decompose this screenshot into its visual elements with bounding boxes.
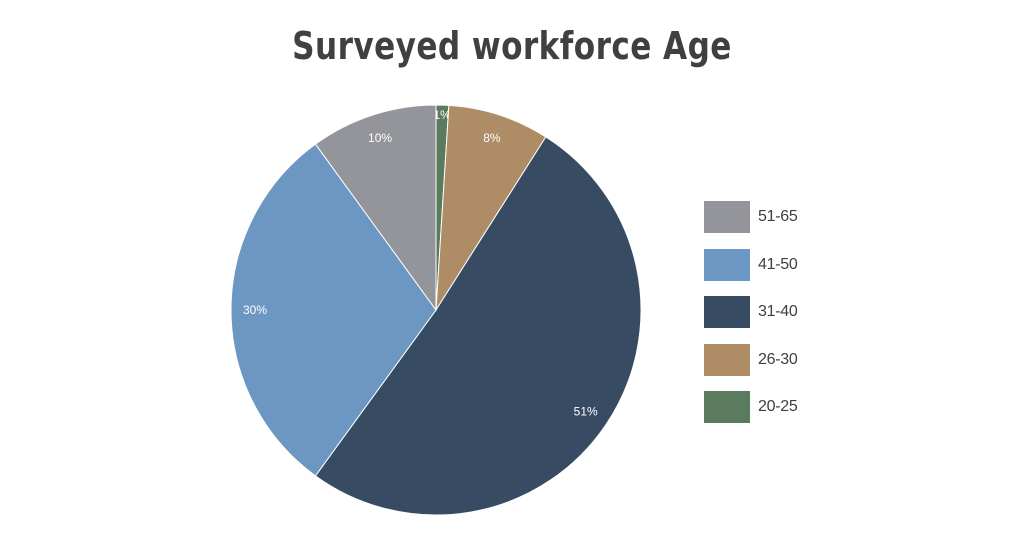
legend-label-26-30: 26-30 (758, 350, 798, 368)
legend-swatch-41-50 (704, 248, 750, 281)
pie-slice-31-40 (314, 136, 642, 516)
data-label-20-25: 1% (433, 108, 451, 122)
legend-swatch-31-40 (704, 296, 750, 328)
pie-slice-51-65 (314, 104, 437, 312)
pie-slice-41-50 (230, 143, 437, 477)
pie-slice-26-30 (435, 104, 547, 311)
data-label-26-30: 8% (483, 131, 501, 145)
legend-item-20-25: 20-25 (704, 391, 798, 423)
data-label-31-40: 51% (574, 405, 598, 419)
legend: 51-65 41-50 31-40 26-30 20-25 (704, 201, 798, 439)
chart-title: Surveyed workforce Age (292, 24, 732, 68)
data-label-51-65: 10% (368, 131, 392, 145)
legend-label-31-40: 31-40 (758, 303, 798, 320)
legend-swatch-26-30 (704, 343, 750, 376)
legend-label-20-25: 20-25 (758, 398, 798, 415)
legend-item-41-50: 41-50 (704, 248, 798, 281)
legend-swatch-20-25 (704, 391, 750, 423)
legend-label-51-65: 51-65 (758, 208, 798, 225)
legend-label-41-50: 41-50 (758, 255, 798, 273)
legend-item-51-65: 51-65 (704, 201, 798, 233)
legend-swatch-51-65 (704, 201, 750, 233)
legend-item-31-40: 31-40 (704, 296, 798, 328)
legend-item-26-30: 26-30 (704, 343, 798, 376)
data-label-41-50: 30% (243, 303, 267, 317)
